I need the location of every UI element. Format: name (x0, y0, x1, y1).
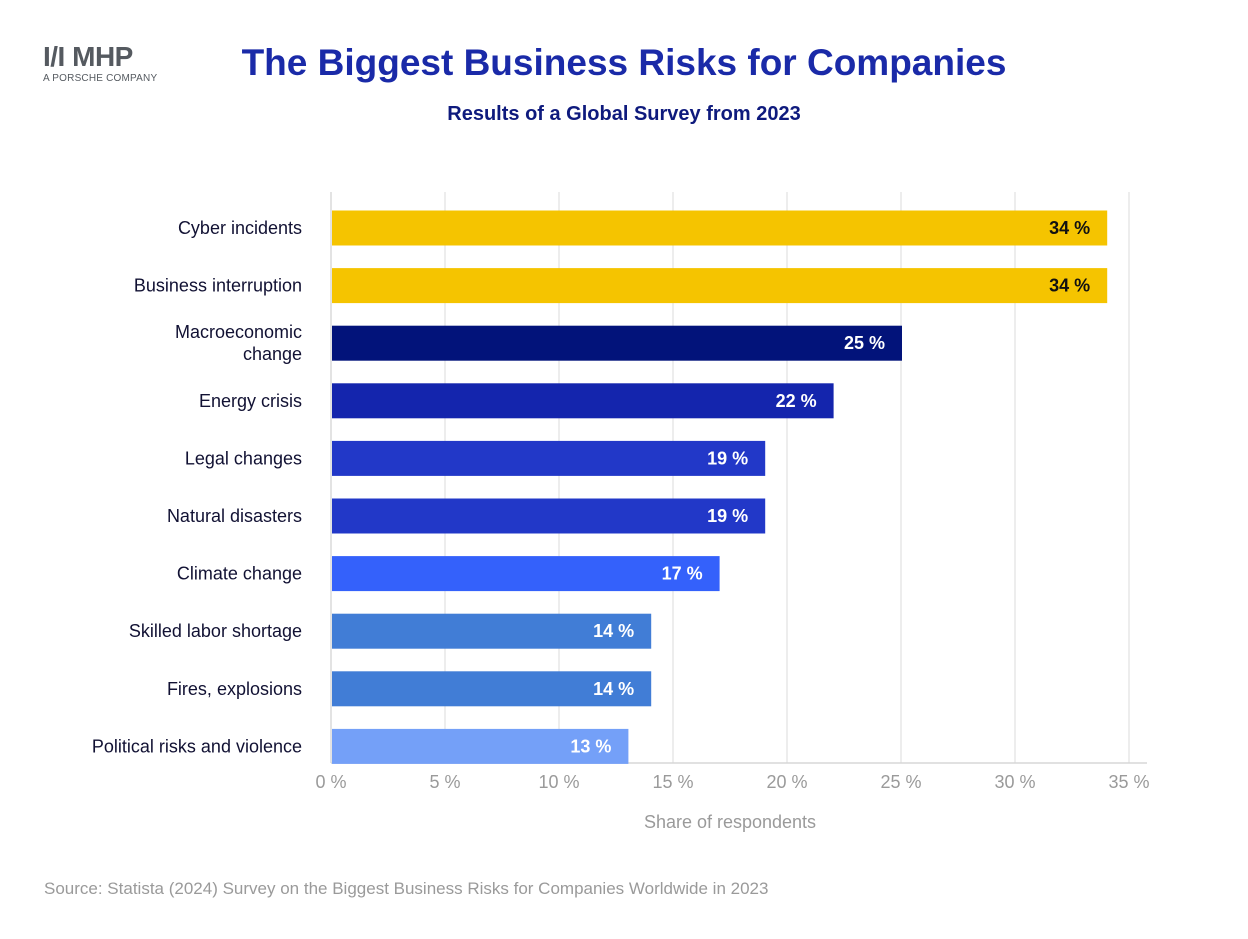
data-label: 22 % (776, 391, 817, 411)
category-label: Business interruption (134, 276, 302, 296)
bar (332, 383, 834, 419)
x-tick-label: 35 % (1108, 772, 1149, 792)
chart-subtitle: Results of a Global Survey from 2023 (447, 103, 801, 125)
data-label: 14 % (593, 621, 634, 641)
data-label: 34 % (1049, 276, 1090, 296)
x-tick-label: 30 % (994, 772, 1035, 792)
category-label: Fires, explosions (167, 679, 302, 699)
bar (332, 440, 766, 476)
category-label: Energy crisis (199, 391, 302, 411)
data-label: 14 % (593, 679, 634, 699)
category-label: Climate change (177, 564, 302, 584)
x-tick-label: 15 % (652, 772, 693, 792)
data-label: 34 % (1049, 218, 1090, 238)
x-axis-label: Share of respondents (644, 812, 816, 832)
x-tick-label: 0 % (315, 772, 346, 792)
data-label: 17 % (662, 564, 703, 584)
bar (332, 728, 629, 764)
logo-mark: I/I MHP (43, 41, 133, 72)
chart-title: The Biggest Business Risks for Companies (241, 42, 1007, 83)
data-label: 13 % (570, 736, 611, 756)
logo-tagline: A PORSCHE COMPANY (43, 73, 158, 84)
company-logo: I/I MHP A PORSCHE COMPANY (43, 41, 163, 85)
category-label: Skilled labor shortage (129, 621, 302, 641)
data-label: 19 % (707, 448, 748, 468)
source-note: Source: Statista (2024) Survey on the Bi… (44, 879, 769, 898)
bar (332, 210, 1108, 246)
bar (332, 556, 720, 592)
x-tick-label: 25 % (880, 772, 921, 792)
category-label: Natural disasters (167, 506, 302, 526)
bar (332, 268, 1108, 304)
bar (332, 671, 652, 707)
bar (332, 325, 902, 361)
data-label: 25 % (844, 333, 885, 353)
category-label: Political risks and violence (92, 736, 302, 756)
bar (332, 613, 652, 649)
bar-chart: 0 % 5 % 10 % 15 % 20 % 25 % 30 % 35 % Share of r… (92, 192, 1150, 832)
x-tick-label: 5 % (429, 772, 460, 792)
category-label: Cyber incidents (178, 218, 302, 238)
data-label: 19 % (707, 506, 748, 526)
category-label: Legal changes (185, 448, 302, 468)
x-tick-label: 20 % (766, 772, 807, 792)
category-label: Macroeconomic change (175, 322, 302, 364)
bar (332, 498, 766, 534)
x-tick-label: 10 % (538, 772, 579, 792)
